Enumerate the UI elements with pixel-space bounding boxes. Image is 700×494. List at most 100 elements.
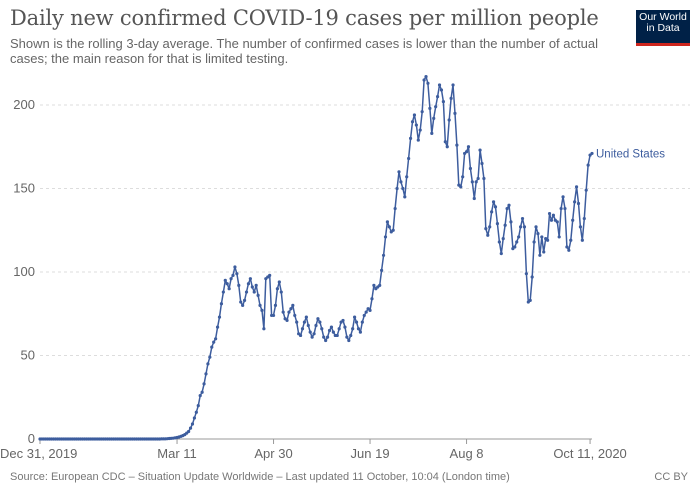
data-point [503,223,507,227]
data-point [246,282,251,286]
data-point [360,320,364,324]
data-point [555,220,559,224]
series-label-united-states[interactable]: United States [596,148,665,160]
data-point [187,429,191,434]
data-point [567,248,571,252]
data-point [268,273,272,277]
data-point [414,123,418,127]
data-point [441,100,445,104]
data-point [329,325,334,329]
data-point [212,340,216,344]
data-point [356,327,361,331]
data-point [569,238,573,242]
data-point [250,285,254,289]
data-point [405,175,409,179]
data-point [380,268,384,272]
data-point [434,105,438,109]
data-point [331,330,335,334]
data-point [464,150,469,154]
data-point [536,231,540,236]
data-point [416,138,420,142]
data-point [493,205,498,209]
data-point [345,335,349,339]
data-point [538,253,542,257]
data-point [530,275,534,279]
data-point [325,335,330,339]
data-point [202,382,206,386]
data-point [422,78,426,82]
data-point [509,220,513,224]
data-point [520,216,525,221]
data-point [499,252,503,256]
data-point [227,287,231,291]
data-point [542,250,546,254]
data-point [351,327,355,331]
data-point [221,290,225,294]
license-link[interactable]: CC BY [654,471,688,483]
data-point [488,225,492,229]
data-point [190,422,195,426]
data-point [561,195,565,199]
data-point [327,328,332,333]
data-point [408,136,413,140]
data-point [214,337,218,341]
data-point [524,272,528,276]
data-point [353,315,357,319]
data-point [401,186,405,191]
data-point [239,300,243,304]
data-point [478,148,482,152]
data-point [300,327,305,331]
source-note[interactable]: Source: European CDC – Situation Update … [10,471,510,483]
data-point [582,216,586,221]
data-point [279,290,283,294]
y-tick-label: 200 [13,97,35,112]
data-point [480,161,484,166]
x-tick-label: Oct 11, 2020 [553,446,626,461]
data-point [364,310,368,314]
data-point [194,410,198,414]
data-point [258,303,262,307]
data-point [287,310,291,314]
data-point [563,206,567,211]
data-point [215,325,220,329]
data-point [322,335,326,339]
data-point [517,235,521,239]
data-point [393,206,397,211]
data-point [453,111,457,115]
data-point [262,327,266,331]
data-point [547,211,552,216]
data-point [486,233,490,237]
data-point [515,240,519,244]
data-point [337,327,341,331]
data-point [358,330,362,334]
data-point [368,308,372,313]
data-point [343,325,347,329]
data-point [559,206,563,211]
owid-logo[interactable]: Our World in Data [636,10,690,46]
data-point [557,235,561,239]
data-point [200,390,204,394]
data-point [281,310,285,314]
data-point [534,225,538,229]
data-point [432,116,436,120]
data-point [383,235,388,239]
x-tick-label: Aug 8 [450,446,484,461]
data-point [482,176,486,181]
data-point [354,320,359,324]
data-point [196,404,200,408]
data-point [254,283,258,287]
data-point [206,362,210,366]
data-point [571,218,575,222]
data-point [289,307,293,311]
data-point [437,83,442,87]
data-point [518,225,523,229]
x-tick-label: Dec 31, 2019 [0,446,77,461]
data-point [466,145,471,149]
y-tick-label: 50 [21,348,35,363]
data-point [574,185,579,189]
data-point [540,235,544,239]
data-point [584,188,588,192]
data-point [507,203,511,207]
data-point [370,297,374,301]
